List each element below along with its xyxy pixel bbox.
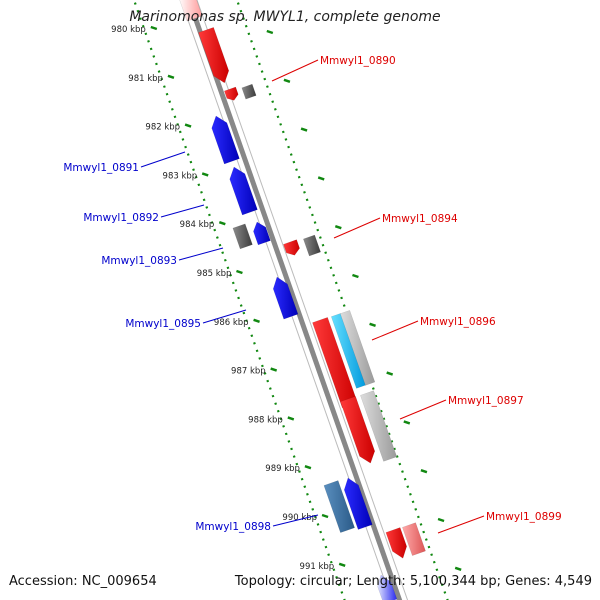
kbp-tick-left	[338, 562, 346, 567]
kbp-tick-right	[266, 29, 274, 35]
right-dotted-track	[235, 0, 449, 600]
leader-right	[371, 320, 419, 341]
kbp-tick-right	[300, 127, 308, 132]
kbp-tick-right	[386, 371, 394, 376]
kbp-tick-label: 991 kbp	[300, 562, 335, 572]
kbp-tick-label: 982 kbp	[145, 123, 180, 133]
kbp-tick-right	[403, 420, 411, 425]
gene-light-0896	[339, 310, 376, 386]
gene-label-left[interactable]: Mmwyl1_0898	[195, 521, 271, 533]
kbp-tick-left	[184, 123, 192, 128]
kbp-tick-left	[253, 318, 260, 323]
gene-0892	[229, 166, 258, 216]
leader-left	[202, 309, 247, 324]
kbp-tick-left	[236, 269, 243, 275]
kbp-tick-right	[437, 517, 445, 523]
kbp-tick-label: 988 kbp	[248, 415, 283, 425]
gene-0898a	[323, 480, 355, 533]
leader-right	[333, 217, 381, 239]
topology-summary: Topology: circular; Length: 5,100,344 bp…	[234, 574, 592, 589]
gene-label-right[interactable]: Mmwyl1_0897	[448, 395, 524, 407]
accession-text: Accession: NC_009654	[9, 574, 157, 589]
leader-left	[178, 247, 224, 261]
kbp-tick-right	[369, 322, 376, 327]
gene-forward-0894a	[283, 239, 300, 256]
genome-backbone	[186, 0, 403, 600]
kbp-tick-right	[454, 566, 462, 571]
gene-label-left[interactable]: Mmwyl1_0895	[125, 318, 201, 330]
kbp-tick-left	[321, 513, 329, 519]
leader-left	[140, 151, 186, 168]
leader-left	[160, 204, 205, 218]
gene-0899b	[402, 522, 426, 556]
gene-label-left[interactable]: Mmwyl1_0891	[63, 162, 139, 174]
leader-right	[271, 59, 319, 82]
kbp-tick-label: 987 kbp	[231, 367, 266, 377]
kbp-tick-label: 986 kbp	[214, 318, 249, 328]
leader-left	[272, 514, 319, 527]
kbp-tick-left	[167, 74, 175, 79]
gene-0893b	[253, 221, 271, 246]
kbp-tick-right	[317, 176, 325, 181]
gene-forward-top	[198, 27, 230, 84]
gene-forward-small	[224, 86, 239, 101]
kbp-tick-right	[334, 225, 342, 230]
gene-other-0894b	[303, 234, 321, 257]
kbp-tick-left	[270, 367, 278, 372]
kbp-tick-label: 981 kbp	[128, 74, 163, 84]
kbp-tick-left	[150, 25, 158, 31]
kbp-tick-left	[201, 172, 209, 177]
kbp-tick-label: 985 kbp	[197, 269, 232, 279]
gene-other-0890	[241, 83, 257, 100]
gene-labels: Mmwyl1_0891 Mmwyl1_0892 Mmwyl1_0893 Mmwyl1_…	[63, 55, 561, 533]
gene-0897	[340, 396, 376, 464]
gene-label-right[interactable]: Mmwyl1_0896	[420, 316, 496, 328]
gene-0891	[211, 115, 240, 165]
kbp-tick-right	[420, 469, 428, 474]
label-leader-lines	[140, 59, 485, 534]
kbp-tick-label: 990 kbp	[282, 513, 317, 523]
kbp-tick-marks	[150, 25, 462, 571]
gene-features	[179, 0, 426, 600]
gene-label-left[interactable]: Mmwyl1_0892	[83, 212, 159, 224]
kbp-tick-label: 983 kbp	[163, 171, 198, 181]
kbp-tick-left	[304, 465, 312, 470]
left-dotted-track	[132, 0, 346, 600]
gene-0898b	[343, 477, 373, 530]
gene-label-right[interactable]: Mmwyl1_0894	[382, 213, 458, 225]
gene-label-right[interactable]: Mmwyl1_0899	[486, 511, 562, 523]
gene-label-left[interactable]: Mmwyl1_0893	[101, 255, 177, 267]
kbp-tick-left	[218, 221, 226, 226]
gene-0899a	[385, 527, 407, 559]
gene-0895	[272, 276, 299, 320]
leader-right	[437, 515, 485, 534]
kbp-tick-label: 984 kbp	[180, 220, 215, 230]
kbp-tick-label: 989 kbp	[265, 464, 300, 474]
map-title: Marinomonas sp. MWYL1, complete genome	[129, 9, 441, 25]
leader-right	[399, 399, 447, 420]
backbone-line	[186, 0, 403, 600]
gene-forward-offscreen	[179, 0, 203, 22]
kbp-tick-right	[283, 78, 291, 83]
kbp-tick-label: 980 kbp	[111, 25, 146, 35]
right-guide-line	[196, 0, 409, 600]
gene-light-0897	[360, 390, 398, 462]
kbp-tick-left	[287, 416, 295, 421]
gene-0893a	[232, 223, 253, 250]
kbp-tick-right	[352, 273, 359, 279]
kbp-tick-labels: 980 kbp 981 kbp 982 kbp 983 kbp 984 kbp 985 k…	[111, 25, 334, 572]
gene-label-right[interactable]: Mmwyl1_0890	[320, 55, 396, 67]
